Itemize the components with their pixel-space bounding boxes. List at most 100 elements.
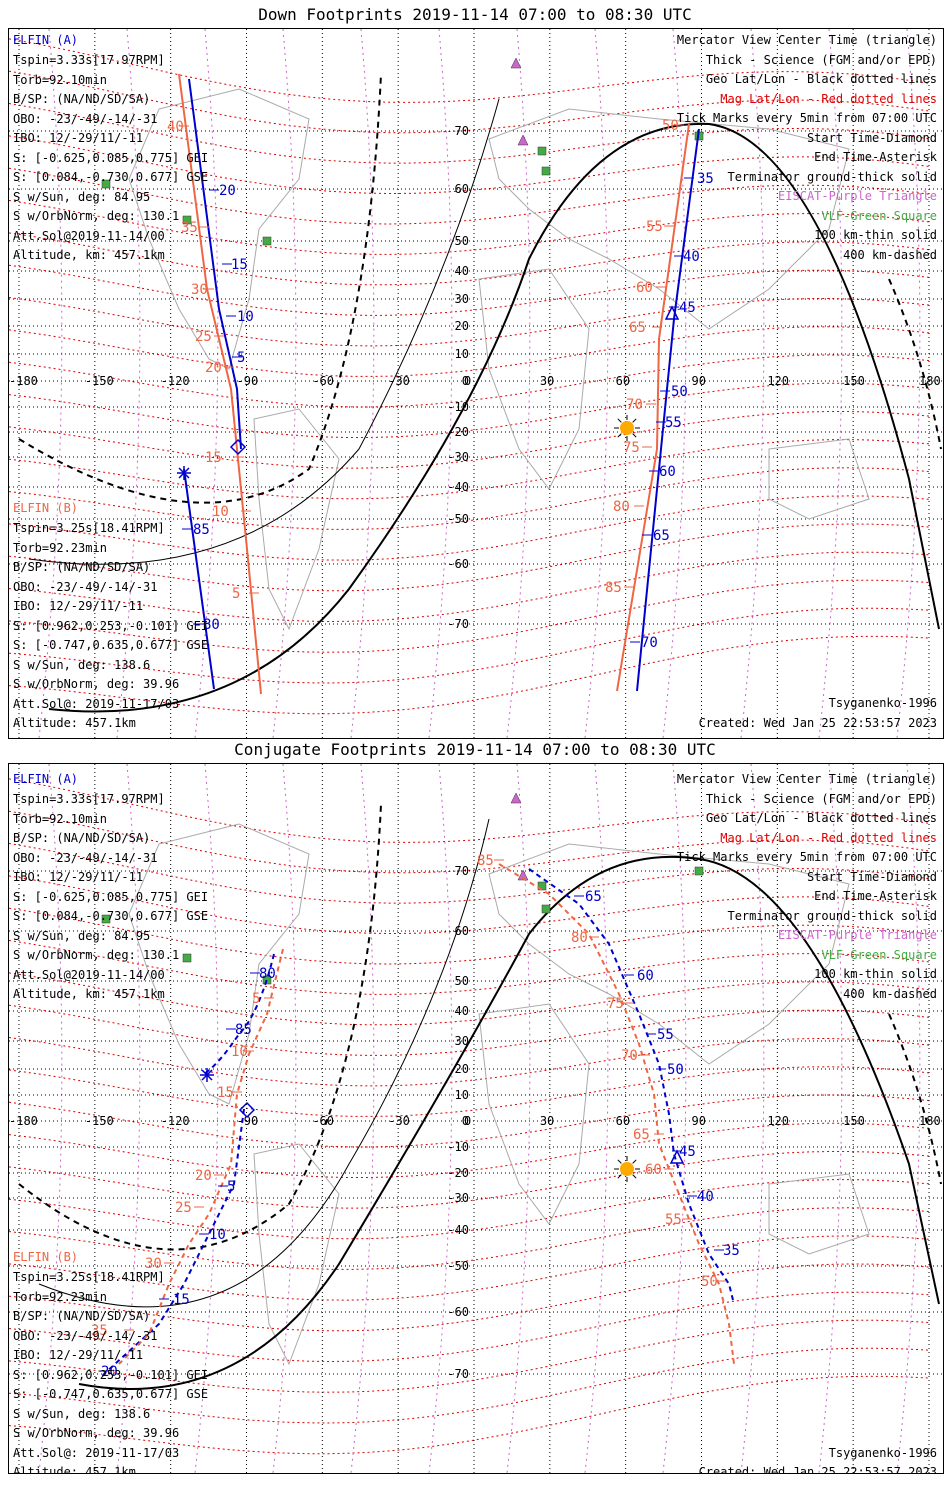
center-time-triangle-icon: [669, 1149, 685, 1164]
sun-icon: [614, 1156, 640, 1182]
elfin-b-line: S: [-0.747,0.635,0.677] GSE: [13, 1387, 209, 1401]
start-time-diamond-icon: [238, 1101, 256, 1119]
elfin-b-tick-label: 70: [626, 397, 643, 413]
elfin-b-track: [616, 123, 690, 692]
lat-tick-label: -50: [447, 1259, 469, 1273]
elfin-b-tick-label: 25: [195, 329, 212, 345]
mag-lon-line: [350, 29, 375, 738]
lat-tick-label: 10: [455, 347, 469, 361]
elfin-a-line: S w/Sun, deg: 84.95: [13, 928, 151, 943]
elfin-a-line: Altitude, km: 457.1km: [13, 987, 165, 1001]
mag-lat-line: [9, 200, 930, 255]
lat-tick-label: -60: [447, 557, 469, 571]
elfin-b-line: S w/Sun, deg: 138.6: [13, 657, 151, 672]
lat-tick-label: 30: [455, 1034, 469, 1048]
elfin-a-line: IBO: 12/-29/11/-11: [13, 131, 144, 145]
elfin-a-tick-label: 35: [697, 171, 714, 187]
mag-lat-line: [9, 326, 930, 377]
lon-tick-label: -150: [85, 374, 114, 388]
elfin-b-line: Tspin=3.25s[18.41RPM]: [13, 1270, 165, 1284]
elfin-a-line: S w/OrbNorm, deg: 130.1: [13, 209, 180, 223]
vlf-square-icon: [101, 914, 111, 924]
mag-lon-line: [506, 764, 531, 1473]
elfin-b-line: IBO: 12/-29/11/-11: [13, 1348, 144, 1362]
landmass-outline: [253, 408, 340, 631]
lat-tick-label: 20: [455, 319, 469, 333]
mag-lat-line: [9, 778, 930, 843]
lat-tick-label: 10: [455, 1088, 469, 1102]
lat-tick-label: -20: [447, 425, 469, 439]
elfin-b-tick-label: 35: [181, 220, 198, 236]
mag-lat-line: [9, 439, 930, 500]
elfin-a-line: OBO: -23/-49/-14/-31: [13, 850, 158, 865]
lat-tick-label: 50: [455, 234, 469, 248]
down-footprints-panel: -180 -150 -120 -90 -60 -30 0 30 60 90 120 150 180 70 6…: [8, 28, 944, 739]
created-label: Created: Wed Jan 25 22:53:57 2023: [698, 716, 937, 730]
elfin-b-tick-label: 10: [212, 504, 229, 520]
lat-tick-label: -70: [447, 1367, 469, 1381]
elfin-b-line: S w/Sun, deg: 138.6: [13, 1406, 151, 1421]
mag-lat-line: [9, 232, 930, 286]
lon-tick-label: 180: [919, 374, 941, 388]
mag-lon-line: [896, 764, 921, 1473]
elfin-a-tick-label: 80: [259, 966, 276, 982]
mag-lat-line: [9, 411, 930, 469]
center-time-triangle-icon: [664, 305, 680, 320]
elfin-a-line: B/SP: (NA/ND/SD/SA): [13, 831, 151, 845]
elfin-b-label: ELFIN (B): [13, 1250, 79, 1264]
landmass-outline: [478, 268, 590, 490]
elfin-a-tick-label: 10: [237, 309, 254, 325]
lat-tick-label: -70: [447, 617, 469, 631]
elfin-a-line: Att.Sol@2019-11-14/00: [13, 228, 165, 243]
mag-lat-line: [9, 264, 930, 316]
elfin-a-tick-label: 15: [231, 257, 248, 273]
mag-lat-line: [9, 1094, 930, 1148]
sun-icon: [614, 415, 640, 441]
elfin-b-tick-label: 80: [613, 499, 630, 515]
mag-lon-line: [38, 29, 63, 738]
elfin-b-tick-label: 5: [252, 991, 260, 1007]
elfin-a-tick-label: 55: [657, 1027, 674, 1043]
elfin-a-tick-label: 5: [237, 350, 245, 366]
landmass-outline: [128, 823, 310, 1105]
mag-lon-line: [740, 29, 765, 738]
mag-lon-line: [194, 764, 219, 1473]
elfin-b-tick-label: 50: [701, 1274, 718, 1290]
elfin-b-tick-label: 65: [633, 1127, 650, 1143]
lat-tick-label: 70: [455, 864, 469, 878]
elfin-a-tick-label: 55: [665, 415, 682, 431]
mag-lon-line: [818, 764, 843, 1473]
elfin-b-line: Torb=92.23min: [13, 540, 107, 555]
terminator-400km-line: [888, 278, 942, 450]
lat-tick-label: 70: [455, 124, 469, 138]
elfin-b-line: OBO: -23/-49/-14/-31: [13, 1328, 158, 1343]
legend-entry: End Time-Asterisk: [814, 150, 937, 164]
elfin-b-line: S: [0.962,0.253,-0.101] GEI: [13, 1367, 209, 1382]
lon-tick-label: -180: [9, 1114, 38, 1128]
elfin-a-line: Altitude, km: 457.1km: [13, 248, 165, 262]
legend-entry: EISCAT-Purple Triangle: [778, 928, 937, 942]
legend-entry: 400 km-dashed: [843, 247, 937, 262]
elfin-b-line: OBO: -23/-49/-14/-31: [13, 579, 158, 594]
lon-tick-label: 90: [692, 1114, 706, 1128]
lon-tick-label: -30: [388, 1114, 410, 1128]
lon-tick-label: 60: [616, 1114, 630, 1128]
legend-entry: Thick - Science (FGM and/or EPD): [705, 791, 937, 806]
terminator-400km-line: [18, 73, 382, 504]
landmass-outline: [488, 843, 850, 1065]
elfin-a-tick-label: 15: [173, 1292, 190, 1308]
elfin-a-line: OBO: -23/-49/-14/-31: [13, 111, 158, 126]
elfin-a-line: Torb=92.10min: [13, 72, 107, 87]
mag-lat-line: [9, 940, 930, 995]
mag-lon-line: [506, 29, 531, 738]
mag-lon-line: [584, 764, 609, 1473]
legend-entry: Thick - Science (FGM and/or EPD): [705, 52, 937, 67]
mag-lat-line: [9, 843, 930, 904]
elfin-a-line: B/SP: (NA/ND/SD/SA): [13, 92, 151, 106]
mag-lon-line: [428, 764, 453, 1473]
elfin-a-tick-label: 60: [637, 968, 654, 984]
lat-tick-label: 60: [455, 182, 469, 196]
legend-entry: VLF-Green Square: [821, 208, 937, 223]
terminator-100km-line: [28, 98, 500, 565]
lat-tick-label: -40: [447, 1223, 469, 1237]
